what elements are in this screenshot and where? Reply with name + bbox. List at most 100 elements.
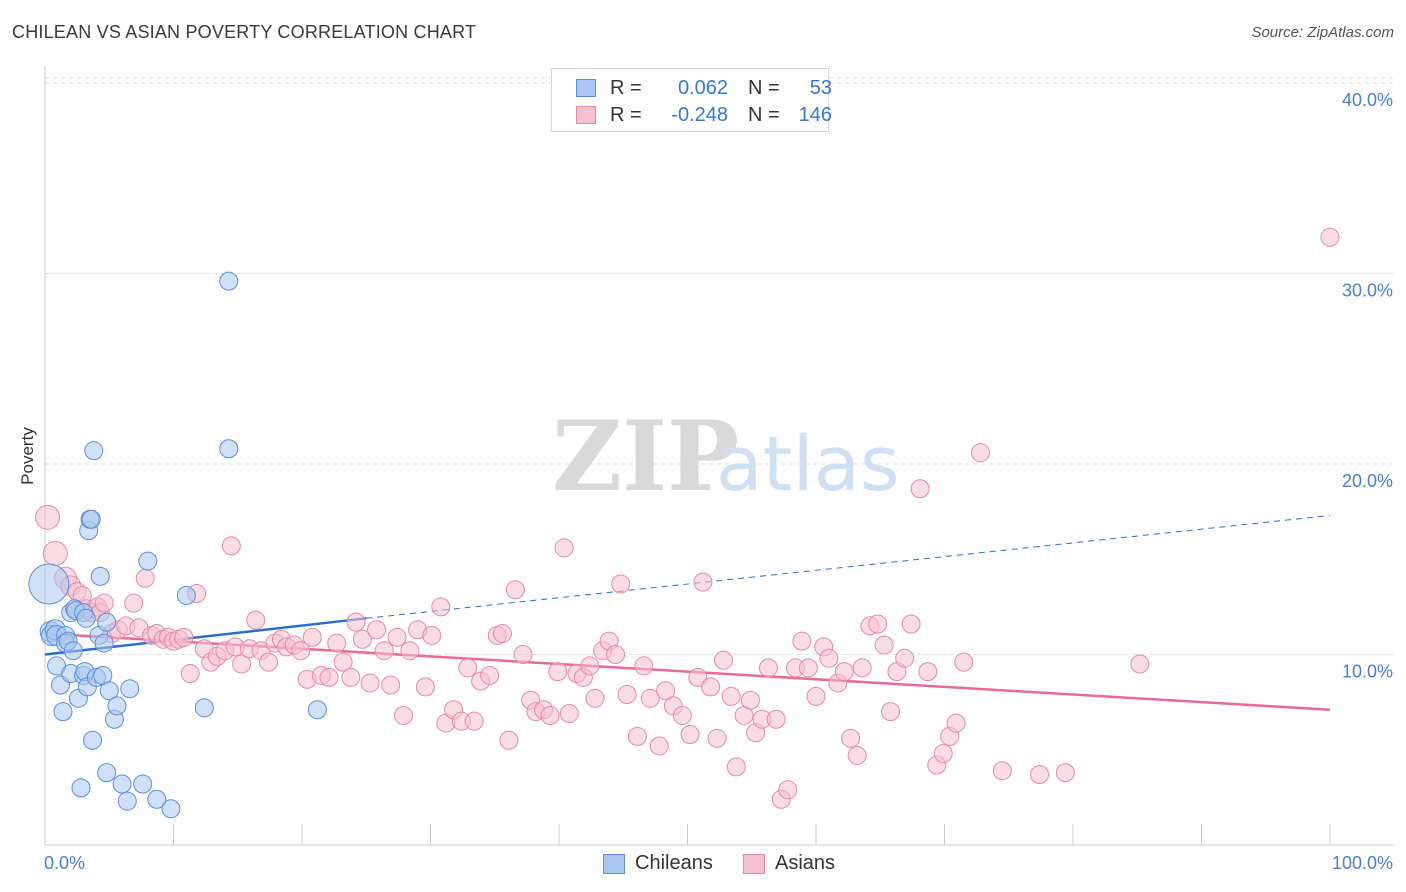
asian-point	[381, 675, 401, 695]
legend-n-value: 146	[798, 103, 832, 126]
asian-point	[422, 625, 442, 645]
asian-point	[834, 662, 854, 682]
asian-point	[221, 536, 241, 556]
asian-point	[901, 614, 921, 634]
asian-point	[580, 656, 600, 676]
asian-point	[910, 479, 930, 499]
asian-point	[505, 580, 525, 600]
asian-point	[360, 673, 380, 693]
asian-point	[1320, 227, 1340, 247]
bottom-legend-swatch-chileans	[603, 853, 625, 874]
asian-point	[431, 597, 451, 617]
asian-point	[895, 648, 915, 668]
asian-point	[480, 665, 500, 685]
asian-point	[992, 761, 1012, 781]
asian-point	[513, 645, 533, 664]
y-axis-label: Poverty	[18, 427, 37, 485]
asian-point	[701, 677, 721, 697]
asian-point	[352, 629, 372, 649]
legend-swatch-asians	[576, 106, 596, 124]
asian-point	[499, 730, 519, 750]
chilean-point	[99, 681, 119, 701]
legend-n-label: N =	[748, 103, 780, 126]
asian-point	[1055, 763, 1075, 783]
chilean-point	[219, 439, 239, 459]
chilean-point	[161, 799, 181, 819]
legend: R = 0.062 N = 53 R = -0.248 N = 146	[551, 68, 832, 132]
chilean-point	[84, 441, 104, 461]
chilean-point	[107, 696, 127, 716]
asian-point	[464, 711, 484, 731]
legend-row-chileans: R = 0.062 N = 53	[576, 75, 832, 101]
chilean-point	[81, 509, 101, 529]
asian-point	[35, 504, 61, 530]
legend-n-label: N =	[748, 76, 780, 99]
asian-point	[585, 688, 605, 708]
chilean-point	[53, 702, 73, 722]
bottom-legend-label-chileans: Chileans	[635, 852, 713, 874]
asian-point	[319, 667, 339, 687]
asian-point	[627, 726, 647, 746]
asian-point	[954, 652, 974, 672]
asian-point	[847, 745, 867, 765]
asian-point	[933, 744, 953, 764]
asian-point	[606, 645, 626, 664]
asian-point	[656, 681, 676, 701]
legend-n-value: 53	[809, 76, 832, 99]
asian-point	[333, 652, 353, 672]
asian-point	[649, 736, 669, 756]
asian-point	[180, 664, 200, 684]
chart-title: CHILEAN VS ASIAN POVERTY CORRELATION CHA…	[12, 22, 477, 42]
asian-point	[881, 702, 901, 722]
asian-point	[1030, 765, 1050, 785]
bottom-legend-asians: Asians	[743, 852, 835, 875]
chileans-trend-extension	[366, 514, 1331, 619]
chilean-point	[307, 700, 327, 720]
asian-point	[394, 705, 414, 725]
asian-point	[611, 574, 631, 594]
asian-point	[707, 728, 727, 748]
asian-point	[798, 658, 818, 678]
chilean-point	[117, 791, 137, 811]
asian-point	[259, 652, 279, 672]
chilean-point	[90, 566, 110, 586]
asian-point	[327, 633, 347, 653]
chilean-point	[133, 774, 153, 794]
asian-point	[400, 641, 420, 661]
asian-point	[740, 690, 760, 710]
legend-r-label: R =	[610, 103, 642, 126]
asian-point	[559, 704, 579, 724]
y-tick-label: 30.0%	[1342, 281, 1393, 301]
x-tick-label: 0.0%	[44, 853, 85, 873]
chilean-point	[76, 608, 96, 628]
asian-point	[806, 686, 826, 706]
watermark-atlas: atlas	[716, 419, 900, 508]
asian-point	[341, 667, 361, 687]
asian-point	[688, 667, 708, 687]
asian-point	[792, 631, 812, 651]
bottom-legend-label-asians: Asians	[775, 852, 836, 874]
asian-point	[672, 705, 692, 725]
chilean-point	[94, 633, 114, 653]
asian-point	[680, 725, 700, 745]
asian-point	[868, 614, 888, 634]
asian-point	[918, 662, 938, 682]
asian-point	[415, 677, 435, 697]
watermark-zip: ZIP	[552, 400, 739, 513]
y-tick-label: 40.0%	[1342, 90, 1393, 110]
asian-point	[778, 780, 798, 800]
asian-point	[819, 648, 839, 668]
asian-point	[291, 641, 311, 661]
asian-point	[374, 641, 394, 661]
asian-point	[135, 568, 155, 588]
asian-point	[721, 686, 741, 706]
data-points	[28, 227, 1340, 819]
gridlines	[45, 77, 1394, 655]
asian-point	[42, 541, 68, 567]
asian-point	[758, 658, 778, 678]
asian-point	[1130, 654, 1150, 674]
chilean-point	[97, 763, 117, 783]
bottom-legend: Chileans Asians	[0, 852, 1406, 878]
chilean-point	[28, 563, 70, 605]
